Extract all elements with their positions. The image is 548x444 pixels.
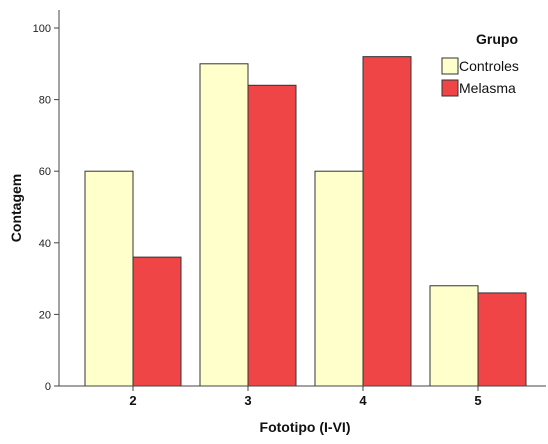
y-tick-label: 80 xyxy=(39,95,51,107)
y-tick-label: 0 xyxy=(45,381,51,393)
x-tick-label: 4 xyxy=(359,393,367,408)
legend-label-melasma: Melasma xyxy=(459,80,516,96)
y-tick-label: 60 xyxy=(39,166,51,178)
y-tick-label: 100 xyxy=(33,23,51,35)
bar-melasma-5 xyxy=(477,292,527,387)
x-tick-label: 5 xyxy=(474,393,481,408)
bar-controles-5 xyxy=(429,285,479,387)
legend-swatch-melasma xyxy=(441,79,459,97)
bar-melasma-4 xyxy=(362,56,412,387)
bar-melasma-3 xyxy=(247,84,297,387)
y-tick-label: 40 xyxy=(39,238,51,250)
y-axis-title: Contagem xyxy=(8,174,24,242)
bar-melasma-2 xyxy=(132,256,182,387)
legend-title: Grupo xyxy=(476,31,518,47)
x-tick-label: 2 xyxy=(129,393,136,408)
x-axis-title: Fototipo (I-VI) xyxy=(260,419,351,435)
axes-layer xyxy=(58,10,546,387)
bars-layer xyxy=(84,56,527,387)
legend: Grupo Controles Melasma xyxy=(441,31,519,97)
legend-swatch-controles xyxy=(441,57,459,75)
x-categories-layer: 2 3 4 5 xyxy=(129,386,482,408)
bar-controles-3 xyxy=(199,63,249,387)
y-ticks-layer: 0 20 40 60 80 100 xyxy=(33,23,59,393)
x-tick-label: 3 xyxy=(244,393,251,408)
y-tick-label: 20 xyxy=(39,309,51,321)
bar-controles-2 xyxy=(84,170,134,387)
legend-items: Controles Melasma xyxy=(441,57,519,97)
bar-controles-4 xyxy=(314,170,364,387)
legend-label-controles: Controles xyxy=(459,58,519,74)
